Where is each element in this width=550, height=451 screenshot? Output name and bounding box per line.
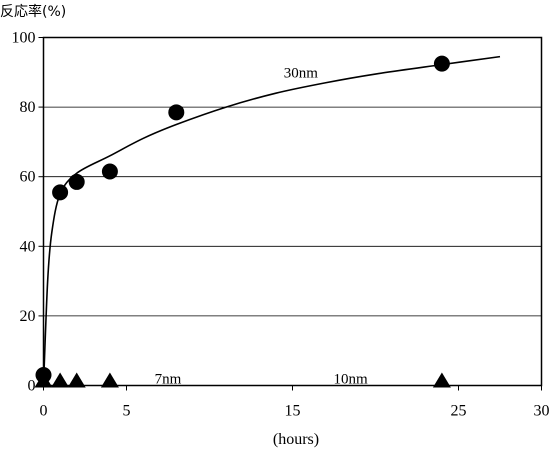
grid-lines [43, 106, 542, 317]
x-tick-label-15: 15 [285, 403, 301, 420]
point-7nm-0 [34, 372, 53, 388]
point-30nm-4 [168, 104, 185, 121]
x-tick-label-0: 0 [40, 403, 48, 420]
y-tick-label-60: 60 [20, 169, 36, 186]
y-axis-ticks: 0 20 40 60 80 100 [12, 30, 44, 395]
fit-curve-30nm [42, 55, 501, 386]
y-tick-label-100: 100 [12, 30, 36, 47]
x-tick-label-25: 25 [451, 403, 467, 420]
point-30nm-5 [433, 55, 450, 72]
x-axis-ticks: 0 5 15 25 30 [40, 385, 550, 420]
x-axis-title: (hours) [273, 431, 319, 448]
series-label-30nm: 30nm [284, 65, 319, 81]
y-tick-label-80: 80 [20, 99, 36, 116]
x-tick-label-5: 5 [123, 403, 131, 420]
series-label-7nm: 7nm [155, 372, 182, 388]
y-tick-label-0: 0 [28, 378, 36, 395]
x-tick-label-30: 30 [534, 403, 550, 420]
point-10nm-0 [432, 372, 451, 388]
point-7nm-3 [100, 372, 119, 388]
y-axis-title: 反応率(%) [0, 3, 66, 20]
data-markers [34, 55, 451, 388]
y-tick-label-40: 40 [20, 238, 36, 255]
point-7nm-1 [51, 372, 70, 388]
series-annotations: 30nm 7nm 10nm [155, 65, 368, 387]
point-30nm-2 [68, 173, 85, 190]
point-7nm-2 [67, 372, 86, 388]
point-30nm-1 [52, 184, 69, 201]
point-30nm-3 [101, 163, 118, 180]
series-label-10nm: 10nm [334, 372, 369, 388]
fit-curves [42, 55, 501, 386]
y-tick-label-20: 20 [20, 308, 36, 325]
